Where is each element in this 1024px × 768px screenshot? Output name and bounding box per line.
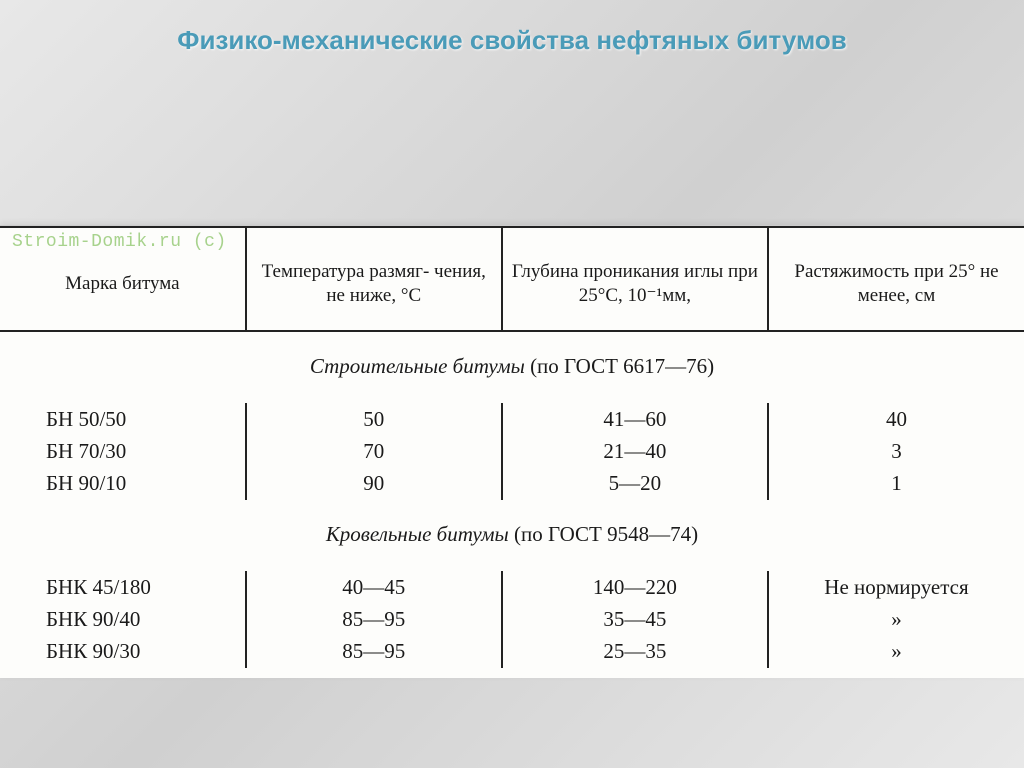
section-caption-plain: (по ГОСТ 6617—76) xyxy=(525,354,714,378)
col-pen-header: Глубина проникания иглы при 25°С, 10⁻¹мм… xyxy=(502,227,768,331)
cell-pen: 41—60 xyxy=(502,403,768,435)
cell-pen: 35—45 xyxy=(502,603,768,635)
cell-brand: БНК 90/30 xyxy=(0,635,246,667)
cell-pen: 140—220 xyxy=(502,571,768,603)
section-caption-italic: Кровельные битумы xyxy=(326,522,509,546)
cell-brand: БН 70/30 xyxy=(0,435,246,467)
cell-temp: 40—45 xyxy=(246,571,502,603)
cell-duct: » xyxy=(768,635,1024,667)
cell-duct: » xyxy=(768,603,1024,635)
cell-pen: 25—35 xyxy=(502,635,768,667)
cell-brand: БН 50/50 xyxy=(0,403,246,435)
section-caption: Кровельные битумы (по ГОСТ 9548—74) xyxy=(0,500,1024,561)
cell-temp: 70 xyxy=(246,435,502,467)
section-caption-italic: Строительные битумы xyxy=(310,354,525,378)
cell-pen: 5—20 xyxy=(502,467,768,499)
table-row: БНК 90/40 85—95 35—45 » xyxy=(0,603,1024,635)
cell-temp: 85—95 xyxy=(246,635,502,667)
cell-duct: 1 xyxy=(768,467,1024,499)
table-row: БН 50/50 50 41—60 40 xyxy=(0,403,1024,435)
cell-pen: 21—40 xyxy=(502,435,768,467)
watermark-text: Stroim-Domik.ru (c) xyxy=(12,232,227,252)
cell-brand: БНК 45/180 xyxy=(0,571,246,603)
table-row: БН 70/30 70 21—40 3 xyxy=(0,435,1024,467)
col-temp-header: Температура размяг- чения, не ниже, °С xyxy=(246,227,502,331)
slide-title: Физико-механические свойства нефтяных би… xyxy=(0,0,1024,67)
section-caption: Строительные битумы (по ГОСТ 6617—76) xyxy=(0,331,1024,393)
cell-temp: 50 xyxy=(246,403,502,435)
section-caption-plain: (по ГОСТ 9548—74) xyxy=(509,522,698,546)
cell-brand: БН 90/10 xyxy=(0,467,246,499)
table-row: БНК 45/180 40—45 140—220 Не нормируется xyxy=(0,571,1024,603)
table-row: БН 90/10 90 5—20 1 xyxy=(0,467,1024,499)
cell-temp: 85—95 xyxy=(246,603,502,635)
col-duct-header: Растяжимость при 25° не менее, см xyxy=(768,227,1024,331)
cell-duct: 40 xyxy=(768,403,1024,435)
scanned-table-container: Stroim-Domik.ru (c) Марка битума Темпера… xyxy=(0,225,1024,678)
cell-temp: 90 xyxy=(246,467,502,499)
properties-table: Марка битума Температура размяг- чения, … xyxy=(0,226,1024,678)
cell-duct: Не нормируется xyxy=(768,571,1024,603)
cell-duct: 3 xyxy=(768,435,1024,467)
cell-brand: БНК 90/40 xyxy=(0,603,246,635)
table-row: БНК 90/30 85—95 25—35 » xyxy=(0,635,1024,667)
